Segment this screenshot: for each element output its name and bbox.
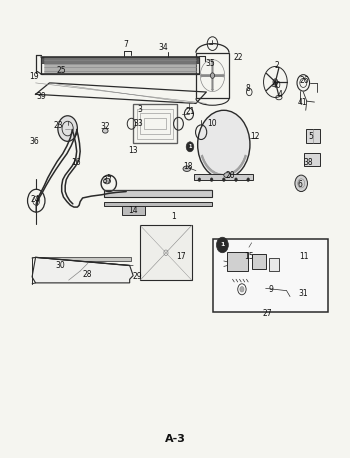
Text: 15: 15 [244, 252, 254, 261]
Text: 37: 37 [102, 176, 112, 185]
Bar [35, 257, 131, 261]
Text: 7: 7 [124, 39, 129, 49]
Text: 1: 1 [188, 144, 192, 149]
Text: 6: 6 [298, 180, 302, 189]
Text: 36: 36 [29, 137, 39, 146]
Bar [133, 104, 177, 143]
Text: 18: 18 [183, 163, 193, 171]
Circle shape [240, 287, 244, 292]
Text: 14: 14 [128, 206, 138, 215]
Text: 11: 11 [299, 252, 309, 261]
FancyArrow shape [211, 76, 214, 92]
Circle shape [247, 178, 250, 181]
Text: 24: 24 [30, 195, 40, 204]
Text: 8: 8 [246, 84, 251, 93]
Circle shape [198, 178, 201, 181]
Circle shape [186, 142, 194, 152]
Bar [196, 53, 229, 98]
Text: 28: 28 [82, 270, 92, 279]
Circle shape [210, 73, 215, 78]
Polygon shape [32, 257, 133, 283]
Text: 22: 22 [233, 53, 243, 62]
Bar [214, 239, 328, 312]
Bar [306, 129, 320, 143]
Ellipse shape [224, 173, 231, 178]
Text: 39: 39 [36, 92, 46, 101]
Circle shape [217, 237, 228, 253]
Text: 4: 4 [277, 90, 282, 99]
Text: 33: 33 [133, 120, 143, 129]
Text: 34: 34 [158, 43, 168, 52]
Text: 10: 10 [207, 120, 216, 129]
Circle shape [273, 79, 278, 85]
Circle shape [295, 175, 307, 191]
Text: 38: 38 [303, 158, 313, 167]
Text: 5: 5 [308, 132, 313, 141]
Bar [144, 118, 166, 130]
Text: 9: 9 [268, 285, 273, 294]
Bar [104, 202, 212, 206]
Text: 40: 40 [272, 81, 282, 90]
Circle shape [58, 116, 77, 142]
Ellipse shape [104, 178, 111, 184]
Text: 30: 30 [56, 261, 65, 270]
Bar [269, 258, 279, 271]
Text: 35: 35 [205, 59, 215, 68]
Text: 41: 41 [298, 98, 307, 108]
Bar [41, 57, 200, 74]
FancyArrow shape [200, 73, 212, 78]
Circle shape [222, 178, 225, 181]
Ellipse shape [183, 166, 191, 171]
Text: 25: 25 [57, 65, 66, 75]
Bar [122, 206, 145, 215]
Bar [304, 153, 320, 166]
Circle shape [198, 110, 250, 179]
Ellipse shape [103, 129, 108, 133]
Text: 3: 3 [138, 105, 142, 114]
Circle shape [234, 178, 237, 181]
Bar [140, 114, 170, 134]
Text: 1: 1 [220, 242, 225, 247]
Text: 17: 17 [176, 252, 186, 261]
Bar [104, 190, 212, 197]
Bar [41, 58, 200, 63]
Text: 29: 29 [133, 273, 142, 282]
Text: 2: 2 [274, 61, 279, 70]
Ellipse shape [59, 260, 101, 282]
Text: 23: 23 [54, 121, 63, 131]
Text: 32: 32 [100, 122, 110, 131]
Bar [140, 225, 192, 280]
Text: 1: 1 [171, 212, 176, 221]
Bar [194, 174, 253, 180]
Text: 19: 19 [29, 72, 38, 82]
Circle shape [210, 178, 213, 181]
Bar [227, 252, 247, 271]
Text: 16: 16 [71, 158, 80, 167]
Bar [136, 109, 173, 139]
Text: A-3: A-3 [164, 434, 186, 444]
Bar [252, 254, 266, 269]
Bar [133, 104, 177, 143]
Text: 27: 27 [262, 309, 272, 317]
FancyArrow shape [211, 60, 214, 76]
Text: 26: 26 [299, 76, 309, 85]
FancyArrow shape [212, 73, 225, 78]
Text: 20: 20 [225, 171, 235, 180]
Text: 21: 21 [185, 107, 195, 116]
Text: 31: 31 [299, 289, 308, 298]
Text: 12: 12 [251, 132, 260, 141]
Text: 13: 13 [128, 146, 138, 154]
